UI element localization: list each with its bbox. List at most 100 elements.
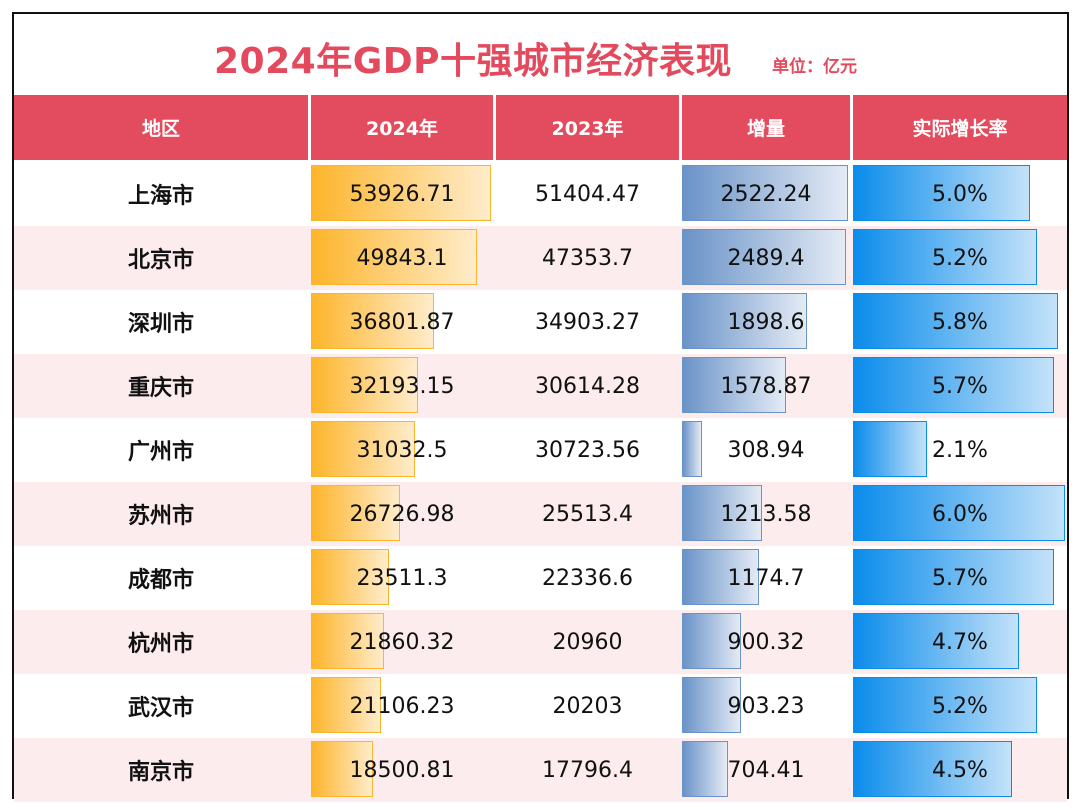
increment-value: 1213.58 xyxy=(720,501,812,527)
gdp-2024-cell: 23511.3 xyxy=(311,546,493,610)
growth-rate-value: 4.5% xyxy=(932,757,988,783)
increment-cell: 1213.58 xyxy=(682,482,850,546)
growth-rate-value: 5.0% xyxy=(932,181,988,207)
growth-rate-value: 6.0% xyxy=(932,501,988,527)
gdp-2024-bar xyxy=(311,357,419,413)
title-row: 2024年GDP十强城市经济表现 单位：亿元 xyxy=(14,14,1067,94)
gdp-table: 2024年GDP十强城市经济表现 单位：亿元 地区 2024年 2023年 增量… xyxy=(12,12,1069,802)
increment-value: 1174.7 xyxy=(727,565,805,591)
increment-value: 1578.87 xyxy=(720,373,812,399)
growth-rate-cell: 5.7% xyxy=(853,546,1067,610)
gdp-2024-cell: 36801.87 xyxy=(311,290,493,354)
city-name: 广州市 xyxy=(127,440,194,465)
city-name: 上海市 xyxy=(127,184,194,209)
gdp-2024-value: 18500.81 xyxy=(349,757,455,783)
gdp-2024-bar xyxy=(311,229,478,285)
gdp-2023-value: 25513.4 xyxy=(542,501,633,527)
growth-rate-cell: 2.1% xyxy=(853,418,1067,482)
growth-rate-bar xyxy=(853,421,928,477)
growth-rate-bar xyxy=(853,229,1037,285)
increment-cell: 900.32 xyxy=(682,610,850,674)
table-row: 杭州市 21860.32 20960 900.32 4.7% xyxy=(14,610,1067,674)
gdp-2023-value: 30723.56 xyxy=(535,437,640,463)
growth-rate-bar xyxy=(853,741,1012,797)
growth-rate-value: 5.7% xyxy=(932,565,988,591)
growth-rate-bar xyxy=(853,549,1055,605)
growth-rate-cell: 5.2% xyxy=(853,674,1067,738)
increment-bar xyxy=(682,549,760,605)
gdp-2024-value: 36801.87 xyxy=(349,309,455,335)
increment-bar xyxy=(682,357,786,413)
gdp-2024-bar xyxy=(311,741,373,797)
gdp-2024-bar xyxy=(311,677,382,733)
increment-bar xyxy=(682,677,742,733)
gdp-2024-cell: 21106.23 xyxy=(311,674,493,738)
table-row: 上海市 53926.71 51404.47 2522.24 5.0% xyxy=(14,162,1067,226)
gdp-2024-bar xyxy=(311,613,384,669)
gdp-2023-value: 20203 xyxy=(552,693,623,719)
growth-rate-cell: 5.0% xyxy=(853,162,1067,226)
growth-rate-value: 5.8% xyxy=(932,309,988,335)
increment-bar xyxy=(682,165,848,221)
growth-rate-bar xyxy=(853,293,1058,349)
gdp-2024-cell: 31032.5 xyxy=(311,418,493,482)
gdp-2024-value: 32193.15 xyxy=(349,373,455,399)
growth-rate-bar xyxy=(853,357,1055,413)
table-row: 成都市 23511.3 22336.6 1174.7 5.7% xyxy=(14,546,1067,610)
table-title: 2024年GDP十强城市经济表现 xyxy=(214,41,733,82)
table-row: 武汉市 21106.23 20203 903.23 5.2% xyxy=(14,674,1067,738)
table-row: 南京市 18500.81 17796.4 704.41 4.5% xyxy=(14,738,1067,802)
gdp-2024-value: 49843.1 xyxy=(356,245,448,271)
growth-rate-value: 4.7% xyxy=(932,629,988,655)
gdp-2024-value: 53926.71 xyxy=(349,181,455,207)
gdp-2024-cell: 49843.1 xyxy=(311,226,493,290)
growth-rate-cell: 5.2% xyxy=(853,226,1067,290)
gdp-2024-cell: 26726.98 xyxy=(311,482,493,546)
gdp-2023-value: 22336.6 xyxy=(542,565,633,591)
growth-rate-bar xyxy=(853,165,1030,221)
increment-cell: 2522.24 xyxy=(682,162,850,226)
growth-rate-value: 2.1% xyxy=(932,437,988,463)
increment-bar xyxy=(682,485,762,541)
gdp-2024-value: 23511.3 xyxy=(356,565,448,591)
gdp-2023-value: 47353.7 xyxy=(542,245,633,271)
gdp-2024-bar xyxy=(311,165,491,221)
increment-value: 2522.24 xyxy=(720,181,812,207)
gdp-2024-value: 31032.5 xyxy=(356,437,448,463)
growth-rate-cell: 6.0% xyxy=(853,482,1067,546)
gdp-2024-cell: 53926.71 xyxy=(311,162,493,226)
increment-cell: 704.41 xyxy=(682,738,850,802)
city-name: 北京市 xyxy=(127,248,194,273)
gdp-2023-value: 30614.28 xyxy=(535,373,640,399)
header-growth-rate: 实际增长率 xyxy=(853,95,1067,160)
growth-rate-bar xyxy=(853,613,1020,669)
header-2024: 2024年 xyxy=(311,95,493,160)
city-name: 成都市 xyxy=(127,568,194,593)
increment-value: 900.32 xyxy=(727,629,805,655)
growth-rate-cell: 4.5% xyxy=(853,738,1067,802)
gdp-2024-value: 21106.23 xyxy=(349,693,455,719)
table-row: 广州市 31032.5 30723.56 308.94 2.1% xyxy=(14,418,1067,482)
city-name: 武汉市 xyxy=(127,696,194,721)
unit-label: 单位：亿元 xyxy=(772,57,857,77)
gdp-2023-value: 17796.4 xyxy=(542,757,633,783)
city-name: 苏州市 xyxy=(127,504,194,529)
header-region: 地区 xyxy=(14,95,308,160)
table-row: 深圳市 36801.87 34903.27 1898.6 5.8% xyxy=(14,290,1067,354)
increment-cell: 1578.87 xyxy=(682,354,850,418)
gdp-2024-bar xyxy=(311,485,401,541)
increment-bar xyxy=(682,293,807,349)
increment-cell: 308.94 xyxy=(682,418,850,482)
gdp-2024-value: 21860.32 xyxy=(349,629,455,655)
gdp-2023-value: 20960 xyxy=(552,629,623,655)
growth-rate-bar xyxy=(853,677,1037,733)
increment-bar xyxy=(682,421,703,477)
growth-rate-value: 5.2% xyxy=(932,693,988,719)
city-name: 深圳市 xyxy=(127,312,194,337)
gdp-2024-cell: 18500.81 xyxy=(311,738,493,802)
growth-rate-cell: 5.7% xyxy=(853,354,1067,418)
header-increment: 增量 xyxy=(682,95,850,160)
gdp-2024-cell: 21860.32 xyxy=(311,610,493,674)
table-row: 北京市 49843.1 47353.7 2489.4 5.2% xyxy=(14,226,1067,290)
gdp-2024-cell: 32193.15 xyxy=(311,354,493,418)
